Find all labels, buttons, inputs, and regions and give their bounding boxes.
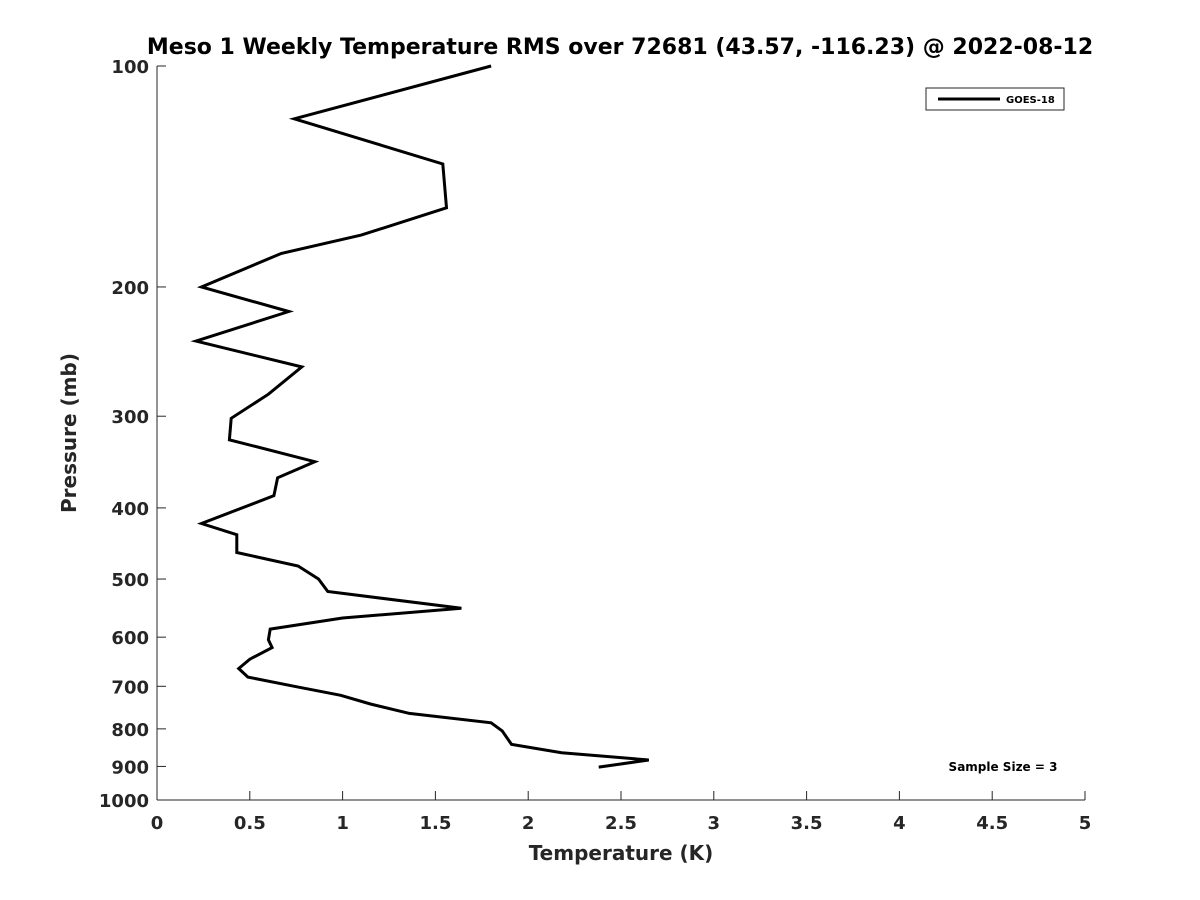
x-tick-label: 1.5 xyxy=(419,813,451,834)
x-tick-label: 2 xyxy=(522,813,535,834)
x-tick-label: 3 xyxy=(708,813,721,834)
y-tick-label: 900 xyxy=(111,757,149,778)
y-tick-label: 300 xyxy=(111,407,149,428)
y-tick-label: 600 xyxy=(111,628,149,649)
y-tick-label: 100 xyxy=(111,57,149,78)
x-axis-ticks: 0 0.5 1 1.5 2 2.5 3 3.5 4 4.5 5 xyxy=(151,791,1092,834)
legend: GOES-18 xyxy=(925,87,1065,111)
y-tick-label: 500 xyxy=(111,570,149,591)
y-tick-label: 800 xyxy=(111,720,149,741)
sample-size-annotation: Sample Size = 3 xyxy=(949,760,1058,774)
x-tick-label: 5 xyxy=(1079,813,1092,834)
y-tick-label: 400 xyxy=(111,499,149,520)
x-tick-label: 0.5 xyxy=(234,813,266,834)
y-tick-label: 700 xyxy=(111,677,149,698)
series-group xyxy=(190,64,650,769)
x-tick-label: 2.5 xyxy=(605,813,637,834)
x-tick-label: 3.5 xyxy=(791,813,823,834)
series-line-goes-18 xyxy=(190,64,650,769)
x-tick-label: 4 xyxy=(893,813,906,834)
plot-frame xyxy=(156,66,1085,801)
y-axis-ticks: 100 200 300 400 500 600 700 800 900 1000 xyxy=(99,57,166,812)
y-axis-label: Pressure (mb) xyxy=(57,353,81,513)
y-tick-label: 200 xyxy=(111,278,149,299)
x-tick-label: 4.5 xyxy=(976,813,1008,834)
y-tick-label: 1000 xyxy=(99,791,149,812)
x-tick-label: 0 xyxy=(151,813,164,834)
x-tick-label: 1 xyxy=(336,813,349,834)
legend-label: GOES-18 xyxy=(1006,95,1055,106)
x-axis-label: Temperature (K) xyxy=(529,841,714,865)
chart-title: Meso 1 Weekly Temperature RMS over 72681… xyxy=(147,35,1093,60)
